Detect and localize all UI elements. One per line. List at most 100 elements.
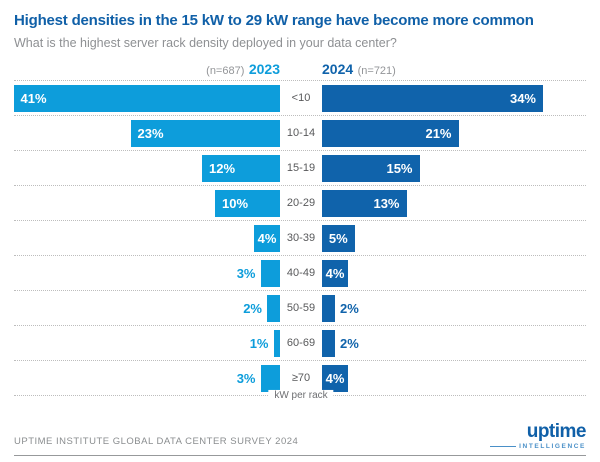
- zone-2023: 10%: [14, 186, 280, 220]
- bar-2024: 15%: [322, 154, 420, 182]
- value-label-2023: 2%: [243, 300, 262, 316]
- legend-2024-sample: (n=721): [357, 65, 396, 77]
- zone-2024: 4%: [322, 256, 586, 290]
- zone-2024: 5%: [322, 221, 586, 255]
- axis-row: kW per rack: [14, 389, 586, 412]
- legend-2024-label: 2024: [322, 61, 354, 77]
- chart-row: 2% 50-59 2%: [14, 290, 586, 325]
- zone-2023: 1%: [14, 326, 280, 360]
- bar-2024: [322, 294, 335, 322]
- value-label-2024: 2%: [340, 300, 359, 316]
- value-label-2024: 2%: [340, 335, 359, 351]
- bar-2023: [273, 329, 280, 357]
- butterfly-chart: 41% <10 34% 23% 10-14 21% 12% 15-19 15% 10% 20-29 1…: [13, 80, 586, 412]
- category-label: 10-14: [286, 127, 316, 139]
- uptime-logo: uptime INTELLIGENCE: [490, 422, 586, 450]
- axis-unit-label: kW per rack: [268, 389, 334, 401]
- legend-2023: (n=687) 2023: [14, 61, 280, 79]
- chart-row: 10% 20-29 13%: [14, 185, 586, 220]
- bar-2023: 10%: [215, 189, 280, 217]
- footer-rule: [14, 455, 586, 456]
- chart-row: 4% 30-39 5%: [14, 220, 586, 255]
- category-label: ≥70: [291, 372, 311, 384]
- chart-row: 3% ≥70 4%: [14, 360, 586, 395]
- category-zone: <10: [280, 81, 322, 115]
- zone-2024: 34%: [322, 81, 586, 115]
- bar-2024: 4%: [322, 364, 348, 392]
- chart-title: Highest densities in the 15 kW to 29 kW …: [14, 12, 534, 29]
- zone-2023: 41%: [13, 81, 280, 115]
- category-label: <10: [291, 92, 311, 104]
- zone-2023: 3%: [14, 256, 280, 290]
- legend-2024: 2024 (n=721): [322, 61, 586, 79]
- bar-2024: 34%: [322, 84, 543, 112]
- value-label-2023: 1%: [249, 335, 269, 351]
- logo-intelligence: INTELLIGENCE: [519, 443, 586, 450]
- value-label-2023: 41%: [20, 90, 47, 106]
- category-zone: 30-39: [280, 221, 322, 255]
- value-label-2024: 34%: [509, 90, 536, 106]
- value-label-2023: 23%: [137, 125, 164, 141]
- value-label-2024: 4%: [325, 265, 345, 281]
- value-label-2024: 5%: [328, 230, 348, 246]
- chart-row: 3% 40-49 4%: [14, 255, 586, 290]
- value-label-2024: 4%: [325, 370, 345, 386]
- category-zone: 60-69: [280, 326, 322, 360]
- bar-2023: 23%: [130, 119, 280, 147]
- category-label: 30-39: [286, 232, 316, 244]
- chart-rows: 41% <10 34% 23% 10-14 21% 12% 15-19 15% 10% 20-29 1…: [13, 80, 586, 395]
- zone-2024: 2%: [322, 326, 586, 360]
- zone-2023: 12%: [14, 151, 280, 185]
- bar-2023: 41%: [13, 84, 280, 112]
- zone-2024: 2%: [322, 291, 586, 325]
- bar-2024: 5%: [322, 224, 355, 252]
- category-label: 15-19: [286, 162, 316, 174]
- zone-2024: 4%: [322, 361, 586, 395]
- category-zone: ≥70: [280, 361, 322, 395]
- category-label: 40-49: [286, 267, 316, 279]
- bar-2023: [260, 259, 280, 287]
- category-zone: 15-19: [280, 151, 322, 185]
- zone-2023: 4%: [14, 221, 280, 255]
- bar-2024: 21%: [322, 119, 459, 147]
- chart-row: 1% 60-69 2%: [14, 325, 586, 360]
- logo-wordmark: uptime: [526, 421, 587, 442]
- category-zone: 40-49: [280, 256, 322, 290]
- zone-2024: 21%: [322, 116, 586, 150]
- chart-row: 12% 15-19 15%: [14, 150, 586, 185]
- source-text: UPTIME INSTITUTE GLOBAL DATA CENTER SURV…: [14, 436, 299, 447]
- value-label-2023: 12%: [209, 160, 236, 176]
- bar-2023: 12%: [202, 154, 280, 182]
- bar-2024: 13%: [322, 189, 407, 217]
- value-label-2024: 13%: [373, 195, 400, 211]
- bar-2024: [322, 329, 335, 357]
- category-label: 20-29: [286, 197, 316, 209]
- category-zone: 10-14: [280, 116, 322, 150]
- chart-legend: (n=687) 2023 2024 (n=721): [14, 61, 586, 80]
- category-label: 60-69: [286, 337, 316, 349]
- category-zone: 50-59: [280, 291, 322, 325]
- zone-2023: 2%: [14, 291, 280, 325]
- legend-2023-sample: (n=687): [206, 65, 245, 77]
- value-label-2023: 3%: [236, 265, 256, 281]
- value-label-2024: 21%: [425, 125, 452, 141]
- chart-row: 23% 10-14 21%: [14, 115, 586, 150]
- footer: UPTIME INSTITUTE GLOBAL DATA CENTER SURV…: [14, 422, 586, 450]
- value-label-2023: 10%: [222, 195, 249, 211]
- legend-2023-label: 2023: [248, 61, 280, 77]
- value-label-2024: 15%: [386, 160, 413, 176]
- category-zone: 20-29: [280, 186, 322, 220]
- logo-rule: [490, 446, 517, 447]
- bar-2023: [260, 364, 280, 392]
- bar-2023: 4%: [254, 224, 280, 252]
- category-label: 50-59: [286, 302, 316, 314]
- chart-row: 41% <10 34%: [13, 80, 586, 115]
- bar-2024: 4%: [322, 259, 348, 287]
- zone-2023: 23%: [14, 116, 280, 150]
- zone-2024: 15%: [322, 151, 586, 185]
- chart-subtitle: What is the highest server rack density …: [14, 36, 397, 50]
- value-label-2023: 4%: [257, 230, 277, 246]
- zone-2024: 13%: [322, 186, 586, 220]
- value-label-2023: 3%: [236, 370, 256, 386]
